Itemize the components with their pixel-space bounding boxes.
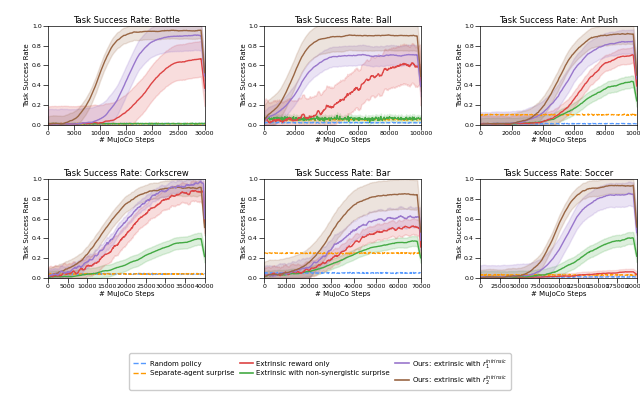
X-axis label: # MuJoCo Steps: # MuJoCo Steps — [315, 137, 370, 143]
Title: Task Success Rate: Ant Push: Task Success Rate: Ant Push — [499, 16, 618, 25]
X-axis label: # MuJoCo Steps: # MuJoCo Steps — [315, 291, 370, 297]
Legend: Random policy, Separate-agent surprise, Extrinsic reward only, Extrinsic with no: Random policy, Separate-agent surprise, … — [129, 353, 511, 389]
Y-axis label: Task Success Rate: Task Success Rate — [24, 43, 31, 107]
Title: Task Success Rate: Corkscrew: Task Success Rate: Corkscrew — [63, 169, 189, 178]
Y-axis label: Task Success Rate: Task Success Rate — [241, 43, 246, 107]
Title: Task Success Rate: Soccer: Task Success Rate: Soccer — [504, 169, 614, 178]
Title: Task Success Rate: Bottle: Task Success Rate: Bottle — [73, 16, 180, 25]
Y-axis label: Task Success Rate: Task Success Rate — [457, 43, 463, 107]
X-axis label: # MuJoCo Steps: # MuJoCo Steps — [531, 291, 586, 297]
Y-axis label: Task Success Rate: Task Success Rate — [241, 197, 246, 260]
Y-axis label: Task Success Rate: Task Success Rate — [24, 197, 31, 260]
X-axis label: # MuJoCo Steps: # MuJoCo Steps — [531, 137, 586, 143]
X-axis label: # MuJoCo Steps: # MuJoCo Steps — [99, 291, 154, 297]
X-axis label: # MuJoCo Steps: # MuJoCo Steps — [99, 137, 154, 143]
Title: Task Success Rate: Ball: Task Success Rate: Ball — [294, 16, 391, 25]
Title: Task Success Rate: Bar: Task Success Rate: Bar — [294, 169, 390, 178]
Y-axis label: Task Success Rate: Task Success Rate — [457, 197, 463, 260]
